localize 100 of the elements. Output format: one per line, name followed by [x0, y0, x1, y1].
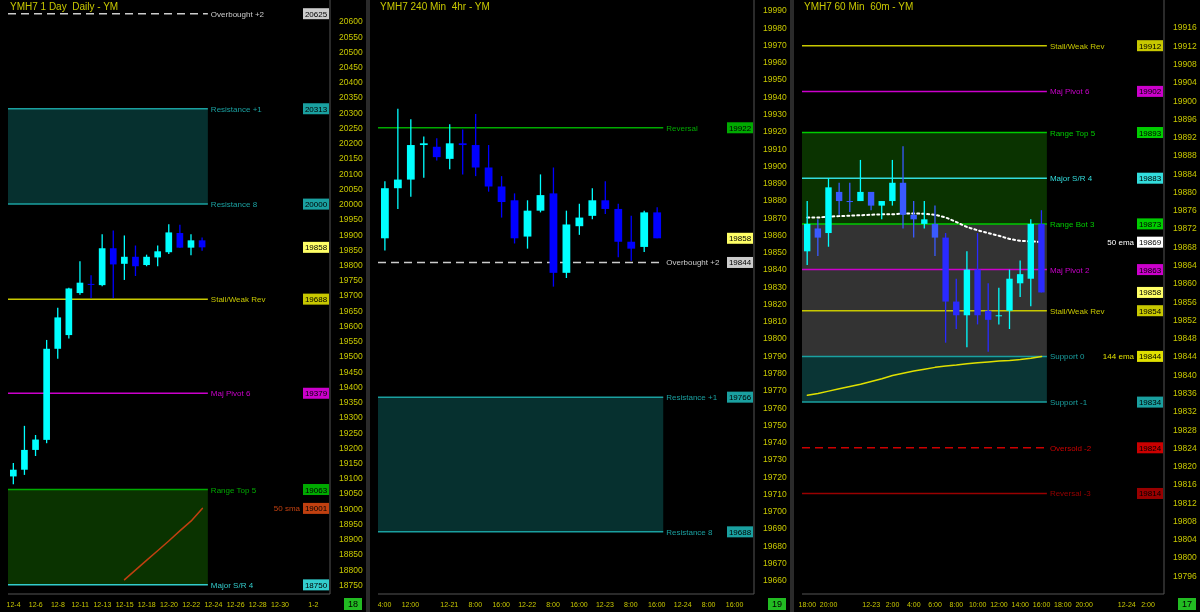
candlestick	[878, 200, 885, 220]
y-tick-label: 19796	[1173, 570, 1197, 581]
y-tick-label: 19050	[339, 488, 363, 499]
text: 18	[343, 598, 362, 610]
y-tick-label: 20350	[339, 92, 363, 103]
y-tick-label: 19150	[339, 458, 363, 469]
annotation: 19893	[1138, 128, 1162, 138]
y-tick-label: 19770	[763, 385, 787, 396]
candlestick	[588, 187, 597, 220]
candlestick	[536, 173, 545, 214]
y-tick-label: 20150	[339, 153, 363, 164]
y-tick-label: 19900	[763, 160, 787, 171]
ref-line-label: Range Top 5	[1049, 128, 1096, 138]
candlestick	[921, 200, 928, 230]
y-tick-label: 19950	[763, 74, 787, 85]
candlestick	[32, 434, 39, 457]
y-tick-label: 20450	[339, 62, 363, 73]
y-tick-label: 19860	[763, 229, 787, 240]
y-tick-label: 19790	[763, 350, 787, 361]
ref-line-label: Range Top 5	[210, 485, 257, 495]
candlestick	[21, 425, 28, 476]
y-tick-label: 19100	[339, 473, 363, 484]
y-tick-label: 19450	[339, 366, 363, 377]
y-tick-label: 19888	[1173, 150, 1197, 161]
y-tick-label: 19300	[339, 412, 363, 423]
y-tick-label: 19850	[339, 244, 363, 255]
ref-line-label: Oversold -2	[1049, 443, 1092, 453]
annotation: 19858	[728, 234, 752, 244]
y-tick-label: 19856	[1173, 296, 1197, 307]
y-tick-label: 19760	[763, 402, 787, 413]
y-tick-label: 18800	[339, 564, 363, 575]
ref-line-label: Maj Pivot 6	[1049, 87, 1090, 97]
y-tick-label: 19840	[1173, 369, 1197, 380]
annotation: 20625	[304, 9, 328, 19]
y-tick-label: 20400	[339, 77, 363, 88]
y-tick-label: 19800	[763, 333, 787, 344]
y-tick-label: 19852	[1173, 314, 1197, 325]
y-tick-label: 20000	[339, 199, 363, 210]
candlestick	[627, 215, 636, 262]
y-tick-label: 19920	[763, 126, 787, 137]
y-tick-label: 19872	[1173, 223, 1197, 234]
ref-line-label: Range Bot 3	[1049, 219, 1095, 229]
y-tick-label: 19730	[763, 454, 787, 465]
candlestick	[995, 287, 1003, 326]
y-tick-label: 19876	[1173, 205, 1197, 216]
y-tick-label: 19892	[1173, 132, 1197, 143]
y-tick-label: 19720	[763, 471, 787, 482]
candlestick	[497, 175, 506, 219]
y-tick-label: 19710	[763, 488, 787, 499]
y-tick-label: 20250	[339, 122, 363, 133]
ref-line-label: Stall/Weak Rev	[1049, 306, 1105, 316]
y-tick-label: 20300	[339, 107, 363, 118]
y-tick-label: 19950	[339, 214, 363, 225]
y-tick-label: 18900	[339, 534, 363, 545]
candlestick	[109, 229, 117, 299]
y-tick-label: 19900	[1173, 95, 1197, 106]
ref-line-label: Stall/Weak Rev	[210, 295, 266, 305]
y-tick-label: 19870	[763, 212, 787, 223]
y-tick-label: 19400	[339, 381, 363, 392]
y-tick-label: 19916	[1173, 22, 1197, 33]
ref-line-label: Overbought +2	[666, 258, 720, 268]
y-tick-label: 20050	[339, 183, 363, 194]
y-tick-label: 19810	[763, 316, 787, 327]
ref-line-label: Resistance 8	[210, 200, 258, 210]
ref-line-label: Stall/Weak Rev	[1049, 41, 1105, 51]
annotation: 19873	[1138, 219, 1162, 229]
annotation: 19854	[1138, 306, 1162, 316]
y-tick-label: 19868	[1173, 241, 1197, 252]
text: 19	[767, 598, 786, 610]
ref-line-label: Support -1	[1049, 398, 1088, 408]
annotation: 19883	[1138, 174, 1162, 184]
annotation: 19844	[728, 258, 752, 268]
y-tick-label: 18850	[339, 549, 363, 560]
annotation: 19001	[304, 504, 328, 514]
annotation: 20000	[304, 200, 328, 210]
candlestick	[121, 234, 128, 281]
ref-line-label: Maj Pivot 6	[210, 389, 251, 399]
y-tick-label: 19808	[1173, 515, 1197, 526]
y-tick-label: 19250	[339, 427, 363, 438]
y-tick-label: 20500	[339, 46, 363, 57]
annotation: 18750	[304, 580, 328, 590]
candlestick	[857, 159, 864, 202]
y-tick-label: 19828	[1173, 424, 1197, 435]
y-tick-label: 19812	[1173, 497, 1197, 508]
y-tick-label: 19750	[339, 275, 363, 286]
annotation: 19922	[728, 123, 752, 133]
annotation: 19824	[1138, 443, 1162, 453]
annotation: 19379	[304, 389, 328, 399]
candlestick	[471, 113, 480, 177]
y-tick-label: 19960	[763, 57, 787, 68]
y-tick-label: 19830	[763, 281, 787, 292]
candlestick	[154, 244, 162, 267]
y-tick-label: 20100	[339, 168, 363, 179]
y-tick-label: 19970	[763, 39, 787, 50]
candlestick	[432, 137, 441, 162]
y-tick-label: 19700	[339, 290, 363, 301]
y-tick-label: 19660	[763, 575, 787, 586]
y-tick-label: 19000	[339, 503, 363, 514]
ref-line-label: Resistance +1	[210, 104, 263, 114]
candlestick	[458, 128, 467, 176]
